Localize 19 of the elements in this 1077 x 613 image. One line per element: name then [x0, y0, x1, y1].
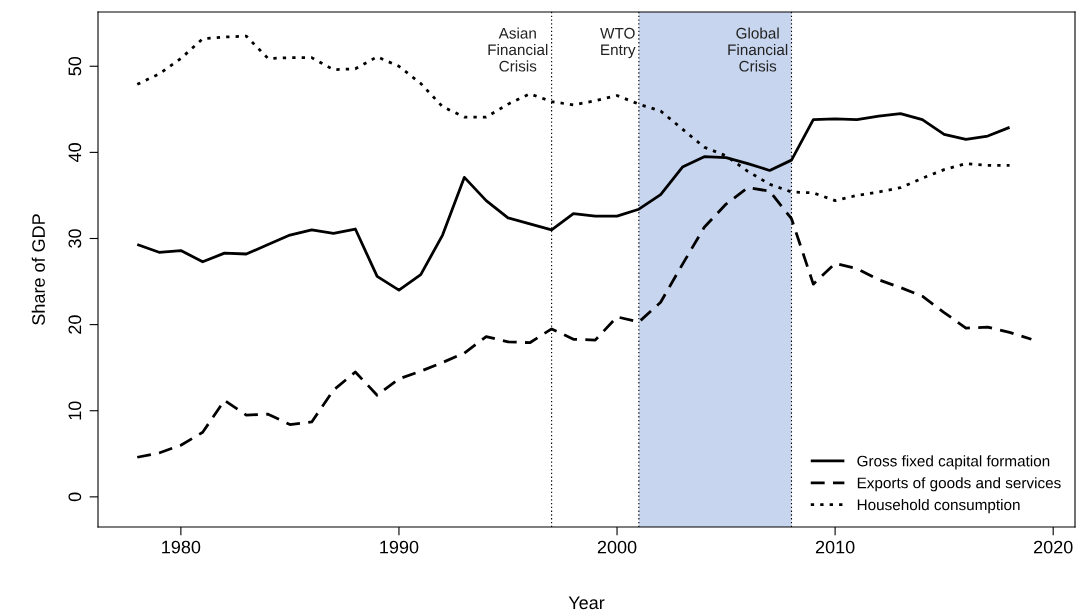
ref-line-label: Asian Financial Crisis: [488, 27, 548, 72]
ref-line-label: Global Financial Crisis: [728, 27, 788, 72]
y-axis-title: Share of GDP: [31, 214, 45, 325]
x-tick-label: 2000: [597, 540, 637, 554]
x-tick-label: 2020: [1034, 540, 1073, 554]
x-tick-label: 1990: [380, 540, 419, 554]
y-tick-label: 20: [68, 315, 82, 334]
x-tick-label: 2010: [815, 540, 855, 554]
x-axis-title: Year: [568, 596, 605, 610]
y-tick-label: 40: [68, 143, 82, 162]
legend-label: Household consumption: [857, 499, 1020, 514]
x-tick-label: 1980: [162, 540, 201, 554]
ref-line-label: WTO Entry: [600, 27, 636, 59]
y-tick-label: 10: [68, 401, 82, 420]
y-tick-label: 30: [68, 229, 82, 248]
legend-label: Gross fixed capital formation: [857, 455, 1050, 470]
y-tick-label: 50: [68, 56, 82, 76]
y-tick-label: 0: [68, 492, 82, 502]
legend-label: Exports of goods and services: [857, 477, 1061, 492]
